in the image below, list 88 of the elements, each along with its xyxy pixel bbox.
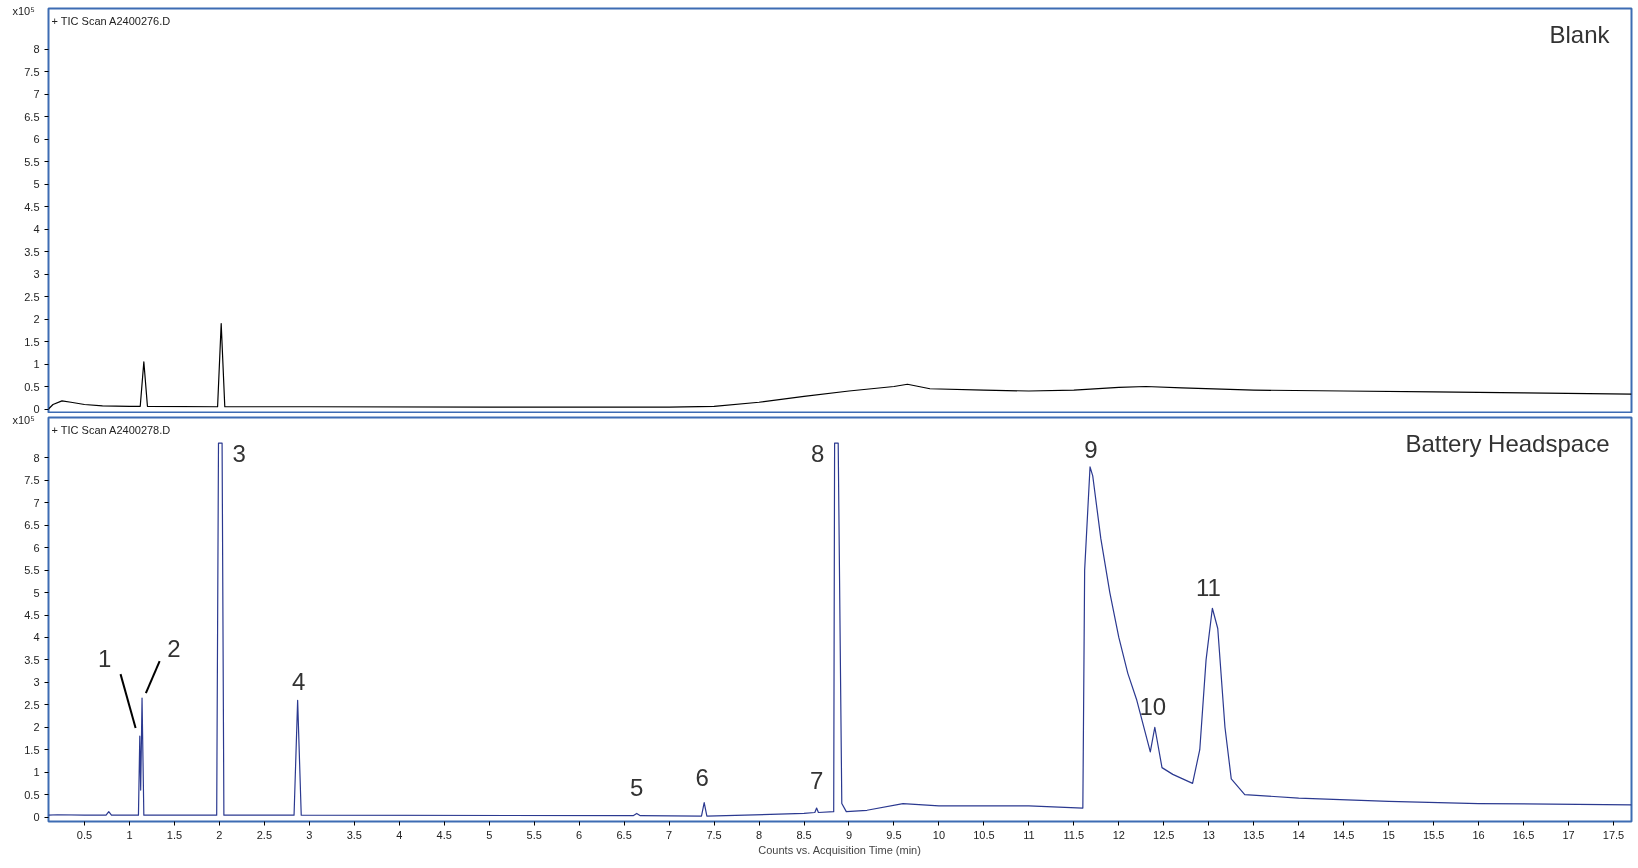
- x-tick-label: 8.5: [796, 828, 812, 841]
- y-tick-label: 4: [33, 223, 40, 235]
- y-tick-label: 4.5: [24, 200, 40, 213]
- y-tick-label: 4: [33, 631, 40, 644]
- y-tick-label: 5.5: [24, 155, 40, 168]
- x-tick-label: 6: [576, 828, 583, 841]
- x-tick-label: 15: [1382, 828, 1395, 841]
- x-tick-label: 16: [1472, 828, 1485, 841]
- annotation: 2: [167, 635, 181, 663]
- y-tick-label: 5: [33, 178, 40, 190]
- x-tick-label: 8: [755, 828, 763, 841]
- x-tick-label: 9.5: [886, 828, 902, 841]
- y-tick-label: 2: [33, 721, 40, 734]
- annotation: + TIC Scan A2400278.D: [51, 423, 171, 436]
- x-tick-label: 9: [845, 828, 853, 841]
- y-tick-label: 2: [33, 313, 40, 325]
- x-tick-label: 11: [1023, 828, 1035, 841]
- x-tick-label: 3: [306, 828, 313, 841]
- y-tick-label: 3: [33, 268, 40, 280]
- annotation: 10: [1139, 693, 1167, 721]
- annotation: 3: [232, 440, 246, 468]
- y-tick-label: 7.5: [24, 474, 40, 487]
- y-axis-title: x10⁵: [12, 4, 35, 17]
- x-tick-label: 4: [396, 828, 403, 841]
- annotation: 4: [291, 668, 306, 696]
- x-tick-label: 4.5: [436, 828, 452, 841]
- x-tick-label: 7: [666, 828, 673, 841]
- x-tick-label: 13: [1202, 828, 1215, 841]
- x-tick-label: 1: [126, 828, 133, 841]
- x-axis-title: Counts vs. Acquisition Time (min): [758, 843, 921, 856]
- annotation: 11: [1195, 574, 1221, 602]
- y-tick-label: 3.5: [24, 245, 40, 258]
- x-tick-label: 7.5: [706, 828, 722, 841]
- y-tick-label: 1: [33, 766, 40, 779]
- y-tick-label: 8: [33, 43, 40, 55]
- y-tick-label: 5.5: [24, 564, 40, 577]
- annotation: 5: [630, 774, 644, 802]
- y-tick-label: 0: [33, 811, 40, 824]
- y-tick-label: 4.5: [24, 609, 40, 622]
- line-series: [48, 322, 1632, 410]
- text: Blank: [1549, 20, 1611, 48]
- x-tick-label: 5: [486, 828, 493, 841]
- y-tick-label: 0.5: [24, 380, 40, 393]
- x-tick-label: 11.5: [1063, 828, 1085, 841]
- y-tick-label: 6: [33, 541, 40, 554]
- annotation: 9: [1084, 435, 1098, 463]
- y-tick-label: 6.5: [24, 519, 40, 532]
- x-tick-label: 14.5: [1332, 828, 1355, 841]
- y-axis-title: x10⁵: [12, 413, 35, 426]
- y-tick-label: 6.5: [24, 110, 40, 123]
- x-tick-label: 0.5: [76, 828, 93, 841]
- x-tick-label: 17: [1562, 828, 1575, 841]
- y-tick-label: 7.5: [24, 65, 40, 78]
- y-tick-label: 1.5: [24, 335, 40, 348]
- x-tick-label: 2.5: [256, 828, 273, 841]
- x-tick-label: 17.5: [1602, 828, 1625, 841]
- x-tick-label: 2: [216, 828, 223, 841]
- y-tick-label: 7: [33, 88, 40, 100]
- x-tick-label: 15.5: [1422, 828, 1445, 841]
- y-tick-label: 2.5: [24, 290, 40, 303]
- y-tick-label: 2.5: [24, 698, 40, 711]
- x-tick-label: 10.5: [973, 828, 995, 841]
- y-tick-label: 5: [33, 586, 40, 599]
- y-tick-label: 1.5: [24, 743, 40, 756]
- x-tick-label: 14: [1292, 828, 1305, 841]
- x-tick-label: 10: [932, 828, 946, 841]
- text: Battery Headspace: [1405, 429, 1610, 457]
- x-tick-label: 6.5: [616, 828, 632, 841]
- x-tick-label: 12.5: [1153, 828, 1175, 841]
- x-tick-label: 12: [1112, 828, 1125, 841]
- y-tick-label: 1: [33, 358, 40, 370]
- y-tick-label: 0.5: [24, 788, 40, 801]
- y-tick-label: 3.5: [24, 653, 40, 666]
- y-tick-label: 0: [33, 403, 40, 415]
- x-tick-label: 3.5: [346, 828, 362, 841]
- annotation: 6: [695, 763, 709, 791]
- x-tick-label: 5.5: [526, 828, 542, 841]
- y-tick-label: 6: [33, 133, 40, 145]
- y-tick-label: 3: [33, 676, 40, 689]
- x-tick-label: 13.5: [1243, 828, 1265, 841]
- annotation: 1: [98, 645, 112, 673]
- x-tick-label: 16.5: [1512, 828, 1535, 841]
- annotation: 7: [809, 767, 824, 795]
- annotation: 8: [810, 440, 825, 468]
- annotation: + TIC Scan A2400276.D: [51, 14, 171, 27]
- y-tick-label: 7: [33, 496, 40, 509]
- x-tick-label: 1.5: [166, 828, 183, 841]
- y-tick-label: 8: [33, 451, 40, 464]
